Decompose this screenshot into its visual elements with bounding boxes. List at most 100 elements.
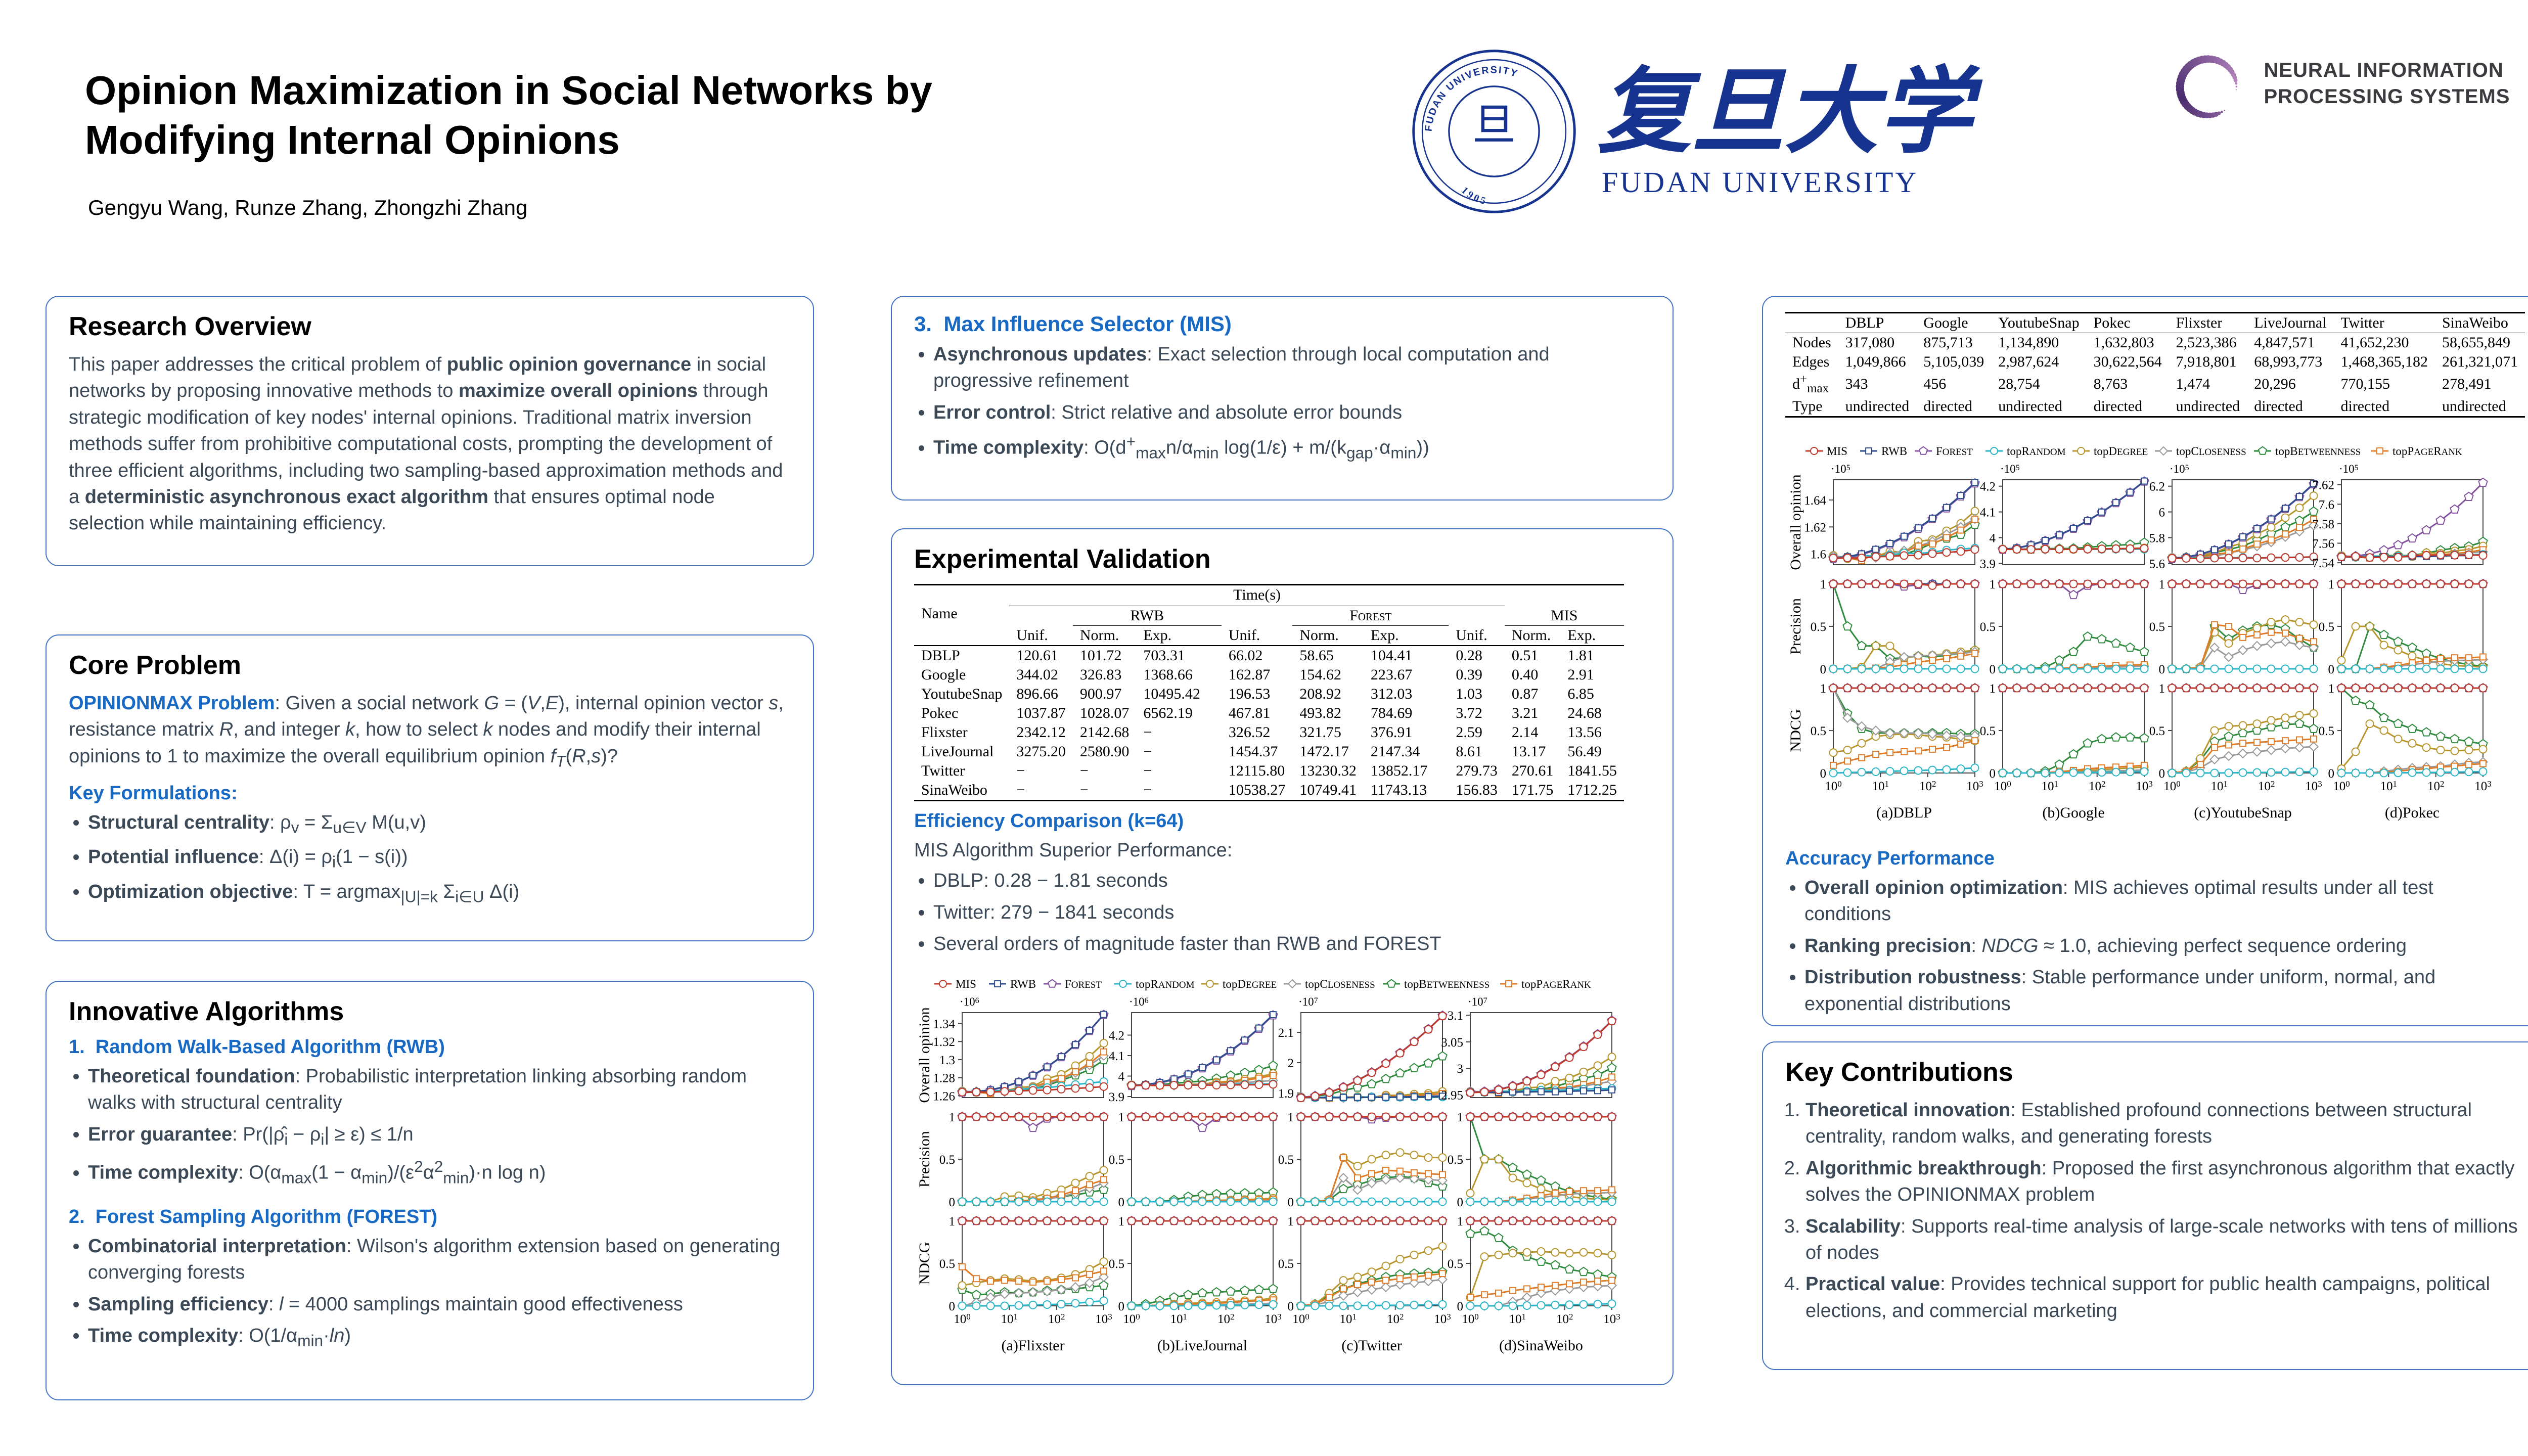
svg-text:1: 1 (2159, 682, 2165, 696)
svg-text:0: 0 (1820, 767, 1827, 781)
svg-text:Overall opinion: Overall opinion (1787, 474, 1804, 570)
svg-text:5.8: 5.8 (2149, 532, 2165, 545)
svg-text:0.5: 0.5 (1109, 1153, 1124, 1167)
svg-text:1: 1 (1288, 1111, 1294, 1124)
svg-text:(d)SinaWeibo: (d)SinaWeibo (1499, 1337, 1583, 1354)
svg-text:topBETWEENNESS: topBETWEENNESS (1404, 978, 1489, 990)
svg-text:1.64: 1.64 (1804, 494, 1826, 508)
svg-text:旦: 旦 (1472, 101, 1516, 150)
svg-text:1: 1 (1118, 1215, 1125, 1228)
svg-text:7.54: 7.54 (2312, 557, 2334, 570)
svg-text:2: 2 (1288, 1057, 1294, 1070)
svg-text:(c)Twitter: (c)Twitter (1341, 1337, 1402, 1354)
svg-text:1.6: 1.6 (1811, 548, 1826, 562)
svg-text:0: 0 (1118, 1196, 1125, 1209)
svg-text:0: 0 (1990, 663, 1996, 676)
svg-text:7.6: 7.6 (2319, 498, 2334, 512)
svg-text:4: 4 (1990, 532, 1996, 545)
svg-text:0.5: 0.5 (1448, 1153, 1463, 1167)
svg-text:0.5: 0.5 (1109, 1257, 1124, 1271)
svg-text:1.62: 1.62 (1804, 521, 1826, 534)
svg-text:1: 1 (1820, 682, 1827, 696)
svg-text:1.28: 1.28 (933, 1071, 955, 1085)
svg-text:MIS: MIS (956, 978, 976, 990)
svg-text:1: 1 (1457, 1111, 1464, 1124)
svg-text:0.5: 0.5 (1278, 1153, 1294, 1167)
svg-text:0: 0 (1457, 1300, 1464, 1313)
svg-text:topBETWEENNESS: topBETWEENNESS (2275, 445, 2361, 458)
svg-text:3.9: 3.9 (1980, 558, 1996, 571)
svg-text:4.2: 4.2 (1980, 480, 1996, 494)
svg-text:1: 1 (1457, 1215, 1464, 1228)
svg-text:1: 1 (1288, 1215, 1294, 1228)
svg-text:1.32: 1.32 (933, 1035, 955, 1049)
svg-text:0: 0 (1457, 1196, 1464, 1209)
svg-text:0: 0 (949, 1300, 956, 1313)
svg-text:0: 0 (1118, 1300, 1125, 1313)
svg-text:7.56: 7.56 (2312, 537, 2334, 551)
svg-text:5.6: 5.6 (2149, 558, 2165, 571)
svg-text:topRANDOM: topRANDOM (1136, 978, 1195, 990)
svg-text:Precision: Precision (916, 1131, 933, 1188)
svg-text:0.5: 0.5 (2149, 620, 2165, 634)
svg-text:1: 1 (2328, 682, 2335, 696)
svg-text:0.5: 0.5 (1980, 724, 1996, 738)
svg-text:RWB: RWB (1010, 978, 1036, 990)
svg-text:0.5: 0.5 (2149, 724, 2165, 738)
svg-text:0: 0 (1288, 1196, 1294, 1209)
svg-text:topDEGREE: topDEGREE (2094, 445, 2148, 458)
svg-text:7.62: 7.62 (2312, 479, 2334, 492)
svg-text:topCLOSENESS: topCLOSENESS (2176, 445, 2246, 458)
svg-text:Precision: Precision (1787, 598, 1804, 655)
svg-text:1905: 1905 (1459, 185, 1489, 207)
svg-text:4.1: 4.1 (1980, 506, 1996, 520)
svg-text:2.1: 2.1 (1278, 1026, 1294, 1040)
svg-text:topRANDOM: topRANDOM (2007, 445, 2066, 458)
svg-text:0.5: 0.5 (1811, 620, 1826, 634)
svg-text:3.9: 3.9 (1109, 1090, 1124, 1104)
svg-text:FOREST: FOREST (1936, 445, 1973, 458)
svg-text:0: 0 (1820, 663, 1827, 676)
svg-text:2.95: 2.95 (1441, 1088, 1463, 1102)
svg-text:3: 3 (1457, 1062, 1464, 1076)
svg-text:1: 1 (2159, 578, 2165, 592)
svg-text:NDCG: NDCG (1787, 709, 1804, 752)
svg-text:0: 0 (2328, 663, 2335, 676)
svg-text:0.5: 0.5 (2319, 620, 2334, 634)
svg-text:复旦大学: 复旦大学 (1598, 61, 1983, 165)
svg-text:3.1: 3.1 (1448, 1009, 1463, 1023)
svg-text:Overall opinion: Overall opinion (916, 1007, 933, 1103)
svg-text:1.9: 1.9 (1278, 1087, 1294, 1101)
svg-text:(d)Pokec: (d)Pokec (2385, 804, 2440, 821)
svg-text:6: 6 (2159, 506, 2165, 520)
svg-text:0: 0 (1288, 1300, 1294, 1313)
svg-text:(c)YoutubeSnap: (c)YoutubeSnap (2194, 804, 2292, 821)
svg-text:0.5: 0.5 (939, 1257, 955, 1271)
svg-text:4.1: 4.1 (1109, 1050, 1124, 1063)
svg-text:4.2: 4.2 (1109, 1029, 1124, 1042)
svg-text:topPAGERANK: topPAGERANK (2392, 445, 2462, 458)
svg-text:1: 1 (949, 1111, 956, 1124)
svg-text:0.5: 0.5 (939, 1153, 955, 1167)
svg-text:1: 1 (1990, 682, 1996, 696)
svg-text:(a)Flixster: (a)Flixster (1002, 1337, 1065, 1354)
svg-text:0.5: 0.5 (1278, 1257, 1294, 1271)
svg-text:1.34: 1.34 (933, 1017, 955, 1031)
svg-text:0: 0 (1990, 767, 1996, 781)
svg-text:0.5: 0.5 (2319, 724, 2334, 738)
svg-text:(b)Google: (b)Google (2042, 804, 2104, 821)
svg-text:RWB: RWB (1881, 445, 1907, 458)
svg-text:MIS: MIS (1827, 445, 1847, 458)
svg-text:(b)LiveJournal: (b)LiveJournal (1157, 1337, 1247, 1354)
svg-text:4: 4 (1118, 1070, 1125, 1083)
svg-text:1: 1 (2328, 578, 2335, 592)
svg-text:1.26: 1.26 (933, 1089, 955, 1103)
svg-text:1: 1 (1820, 578, 1827, 592)
svg-text:0.5: 0.5 (1811, 724, 1826, 738)
svg-text:topPAGERANK: topPAGERANK (1521, 978, 1591, 990)
svg-text:topCLOSENESS: topCLOSENESS (1305, 978, 1375, 990)
svg-text:1: 1 (1118, 1111, 1125, 1124)
svg-text:FOREST: FOREST (1065, 978, 1102, 990)
svg-text:0: 0 (949, 1196, 956, 1209)
svg-text:0: 0 (2159, 767, 2165, 781)
